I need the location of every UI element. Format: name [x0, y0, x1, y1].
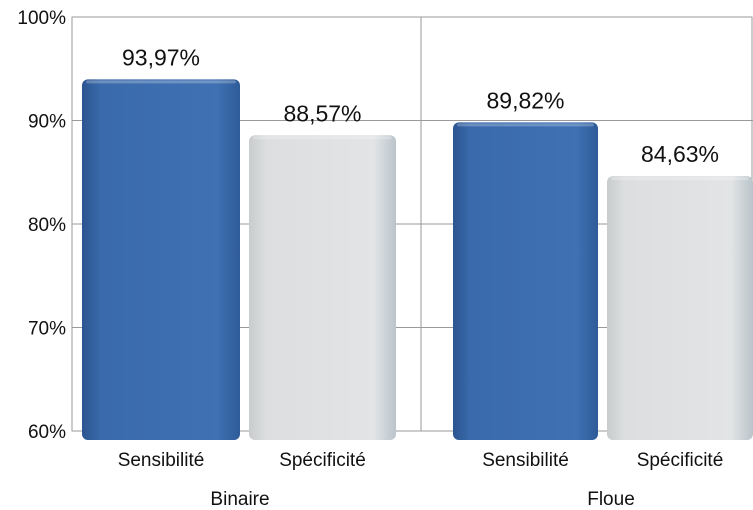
- bar: [249, 135, 396, 440]
- bar: [453, 122, 598, 440]
- data-label: 84,63%: [641, 141, 719, 167]
- group-label: Floue: [587, 489, 635, 510]
- data-label: 89,82%: [486, 87, 564, 113]
- bar: [82, 79, 240, 441]
- y-tick-label: 60%: [28, 422, 66, 443]
- y-tick-label: 70%: [28, 319, 66, 340]
- y-tick-label: 100%: [17, 8, 66, 29]
- bar-highlight: [253, 136, 392, 140]
- y-tick-label: 80%: [28, 215, 66, 236]
- category-label: Spécificité: [637, 450, 724, 471]
- group-label: Binaire: [210, 489, 269, 510]
- category-label: Spécificité: [279, 450, 366, 471]
- data-label: 88,57%: [283, 100, 361, 126]
- bar-highlight: [611, 177, 749, 181]
- data-label: 93,97%: [122, 44, 200, 70]
- y-tick-label: 90%: [28, 112, 66, 133]
- bar: [607, 176, 753, 440]
- category-label: Sensibilité: [482, 450, 569, 471]
- bar-highlight: [457, 123, 594, 127]
- bar-highlight: [86, 80, 236, 84]
- category-label: Sensibilité: [118, 450, 205, 471]
- labels: 100% 90% 80% 70% 60% 93,97% Sensibilité 88,57% S…: [17, 8, 723, 510]
- bars: [82, 79, 753, 441]
